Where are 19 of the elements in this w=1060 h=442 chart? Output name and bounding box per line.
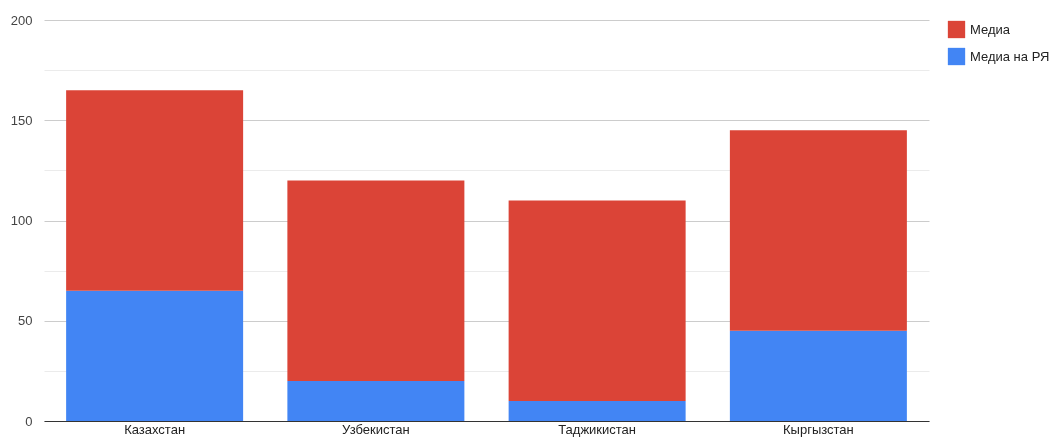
x-tick-label: Кыргызстан	[782, 421, 854, 437]
y-tick-label: 200	[10, 12, 33, 28]
bar	[729, 330, 907, 421]
bar	[287, 380, 465, 421]
y-tick-label: 100	[10, 213, 33, 228]
legend-label: Медиа	[970, 21, 1011, 37]
x-tick-label: Казахстан	[124, 421, 186, 437]
y-tick-label: 50	[18, 313, 33, 329]
x-tick-label: Узбекистан	[342, 421, 410, 437]
legend-label: Медиа на РЯ	[970, 48, 1050, 64]
x-tick-label: Таджикистан	[558, 421, 637, 437]
bar	[508, 400, 686, 421]
y-tick-label: 0	[25, 413, 33, 429]
bar	[66, 90, 244, 291]
bar	[508, 200, 686, 401]
bar	[66, 290, 244, 421]
y-tick-label: 150	[10, 112, 33, 128]
bar	[287, 180, 465, 381]
bar	[729, 130, 907, 331]
